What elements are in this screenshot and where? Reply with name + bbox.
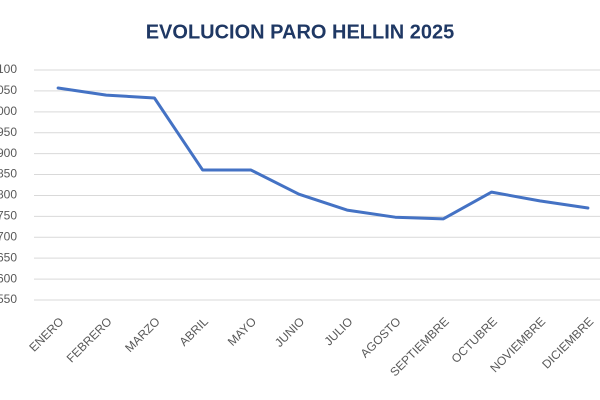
x-tick-label: ENERO (26, 314, 66, 354)
x-tick-label: MARZO (122, 314, 163, 355)
x-tick-label: AGOSTO (358, 314, 404, 360)
y-tick-label: 2000 (0, 104, 17, 118)
x-tick-label: JUNIO (272, 314, 307, 349)
y-tick-label: 1650 (0, 250, 17, 264)
y-tick-label: 1800 (0, 188, 17, 202)
y-tick-label: 1600 (0, 271, 17, 285)
y-tick-label: 1700 (0, 229, 17, 243)
y-tick-label: 1950 (0, 125, 17, 139)
y-tick-label: 1750 (0, 209, 17, 223)
data-line (56, 86, 590, 221)
x-tick-label: FEBRERO (64, 314, 115, 365)
x-tick-label: ABRIL (177, 314, 212, 349)
y-tick-label: 1550 (0, 292, 17, 306)
x-tick-label: JULIO (321, 314, 355, 348)
x-tick-label: OCTUBRE (449, 314, 500, 365)
y-tick-label: 1850 (0, 167, 17, 181)
chart-title: EVOLUCION PARO HELLIN 2025 (146, 21, 455, 43)
x-tick-label: MAYO (225, 314, 259, 348)
y-tick-label: 1900 (0, 146, 17, 160)
x-tick-label: DICIEMBRE (539, 314, 596, 371)
y-tick-label: 2100 (0, 62, 17, 76)
y-tick-label: 2050 (0, 83, 17, 97)
